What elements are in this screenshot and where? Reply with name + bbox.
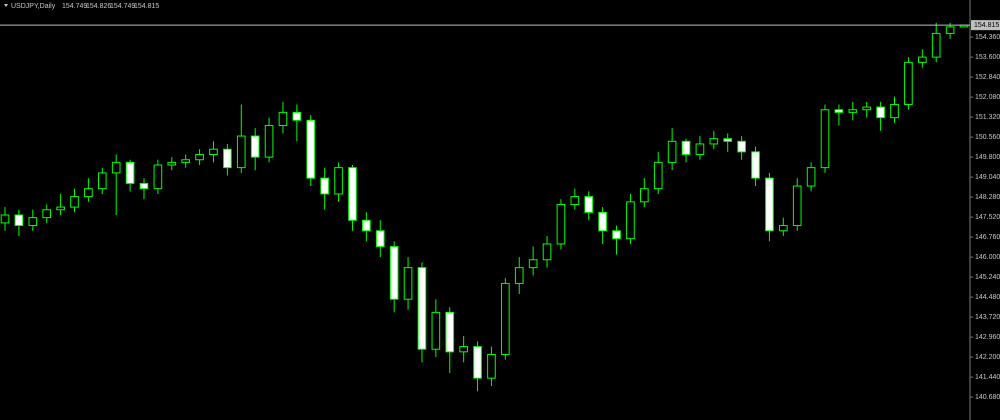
y-tick-label: 146.760 [975,234,1000,241]
candle-body [931,32,941,58]
y-tick-label: 142.960 [975,334,1000,341]
candle-body [514,267,524,284]
candle-body [695,143,705,155]
candle-body [431,311,441,350]
candle-body [904,61,913,105]
y-tick-label: 146.000 [975,254,1000,261]
candle-body [292,111,302,121]
header-close: 154.815 [134,3,159,10]
candle-body [320,177,329,195]
candle-body [737,140,746,153]
candle-body [862,106,872,111]
y-tick-label: 148.280 [975,194,1000,201]
y-tick-label: 153.600 [975,54,1000,61]
candle-body [417,267,427,350]
candle-body [751,151,760,179]
candle-body [403,267,413,300]
candle-body [501,282,510,355]
y-tick-label: 140.680 [975,394,1000,401]
bid-label: 154.815 [974,22,999,29]
chart-title: USDJPY,Daily [11,3,56,10]
candle-body [264,125,274,158]
candle-body [778,225,788,232]
candle-body [111,161,121,174]
candle-body [236,135,246,169]
y-tick-label: 154.360 [975,34,1000,41]
y-tick-label: 145.240 [975,274,1000,281]
candle-body [139,182,149,190]
y-tick-label: 143.720 [975,314,1000,321]
candle-body [681,140,691,155]
y-tick-label: 151.320 [975,114,1000,121]
y-tick-label: 149.800 [975,154,1000,161]
candle-body [389,246,399,300]
candle-body [153,164,163,190]
y-tick-label: 142.200 [975,354,1000,361]
candle-body [84,188,93,198]
candle-body [709,138,719,145]
candle-body [42,209,52,219]
candle-body [653,161,663,190]
candle-body [792,185,802,227]
candle-body [487,353,496,379]
header-low: 154.749 [110,3,135,10]
candle-body [473,346,482,379]
candle-body [626,201,635,240]
candle-body [945,26,955,34]
y-tick-label: 150.560 [975,134,1000,141]
candle-body [278,111,288,127]
candle-body [14,214,24,227]
candle-body [375,230,385,248]
candle-body [612,230,621,240]
candle-body [820,109,830,169]
candle-body [542,243,552,261]
header-high: 154.826 [86,3,111,10]
header-icon [4,4,8,7]
y-tick-label: 147.520 [975,214,1000,221]
candle-body [584,196,594,213]
candle-body [195,153,204,161]
candle-body [598,211,607,232]
candle-body [848,109,858,113]
candle-body [97,172,107,190]
candle-body [56,206,65,211]
bid-label-box [971,20,1000,31]
candle-body [209,148,218,155]
candle-body [167,161,177,166]
y-tick-label: 141.440 [975,374,1000,381]
y-tick-label: 144.480 [975,294,1000,301]
candle-body [556,203,566,245]
candle-body [459,346,468,353]
candle-body [223,148,232,169]
candle-body [528,259,538,269]
candle-body [445,311,455,353]
y-tick-label: 152.080 [975,94,1000,101]
candle-body [834,109,844,113]
candle-body [28,217,38,227]
candle-body [334,167,343,195]
y-tick-label: 149.040 [975,174,1000,181]
header-open: 154.749 [62,3,87,10]
candle-body [250,135,260,158]
candle-body [806,167,816,187]
candle-body [306,119,316,179]
candle-body [876,106,885,119]
candle-body [640,188,649,203]
candle-body [917,56,927,63]
candle-body [890,103,899,119]
candle-body [0,214,10,224]
candle-body [348,167,357,221]
candle-body [667,140,677,163]
candle-body [181,159,191,163]
y-tick-label: 152.840 [975,74,1000,81]
candle-body [362,219,371,232]
candle-body [125,161,135,184]
candle-body [70,196,79,208]
candle-body [570,196,580,205]
candle-body [765,177,774,232]
candle-body [723,138,733,142]
